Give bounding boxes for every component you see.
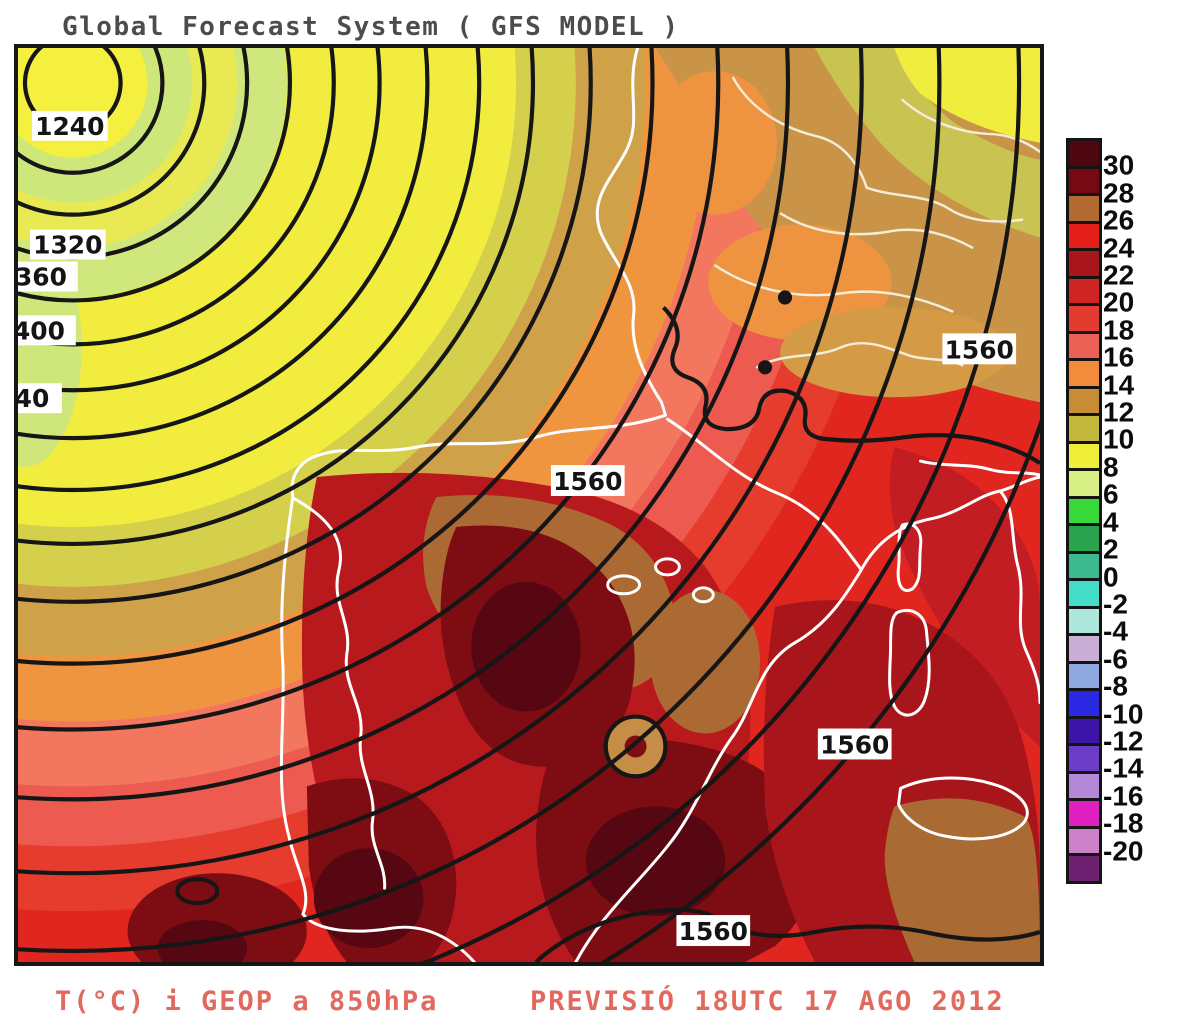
legend-color-swatch — [1069, 278, 1099, 304]
height-label: 1240 — [31, 110, 108, 141]
legend-value-label: -20 — [1103, 835, 1144, 867]
height-label: 40 — [18, 383, 62, 413]
legend-color-swatch — [1069, 168, 1099, 194]
legend-value-label: 30 — [1103, 150, 1135, 182]
legend-color-swatch — [1069, 553, 1099, 579]
legend-value-label: -8 — [1103, 670, 1128, 702]
legend-color-swatch — [1069, 388, 1099, 414]
legend-value-label: -12 — [1103, 725, 1144, 757]
legend-color-swatch — [1069, 856, 1099, 881]
legend-value-label: -18 — [1103, 807, 1144, 839]
legend-value-label: -6 — [1103, 643, 1128, 675]
legend-value-label: -16 — [1103, 780, 1144, 812]
field-caption: T(°C) i GEOP a 850hPa — [55, 986, 439, 1017]
legend-value-label: 2 — [1103, 533, 1119, 565]
height-label: 1560 — [550, 465, 625, 496]
page-title: Global Forecast System ( GFS MODEL ) — [62, 12, 680, 42]
legend-color-swatch — [1069, 526, 1099, 551]
legend-value-label: 6 — [1103, 479, 1119, 511]
svg-text:1240: 1240 — [35, 112, 104, 141]
map-canvas: 1240 1320 360 400 — [18, 48, 1040, 962]
temperature-shading — [18, 48, 1040, 962]
svg-text:1560: 1560 — [820, 730, 889, 759]
legend-value-label: 20 — [1103, 287, 1135, 319]
svg-text:40: 40 — [18, 384, 49, 413]
coastlines — [279, 48, 1040, 962]
forecast-map: 1240 1320 360 400 — [14, 44, 1044, 966]
legend-value-label: -10 — [1103, 698, 1144, 730]
legend-color-swatch — [1069, 663, 1099, 689]
legend-value-label: 24 — [1103, 232, 1135, 264]
legend-value-label: -2 — [1103, 588, 1128, 620]
legend-color-swatch — [1069, 141, 1099, 166]
legend-value-label: 16 — [1103, 341, 1135, 373]
temperature-colorbar-ticks: 30 28 26 24 22 20 18 16 14 12 10 8 6 4 2 0 -2 -4 -6 -8 -10 -1… — [1103, 140, 1193, 880]
legend-value-label: 12 — [1103, 396, 1135, 428]
legend-color-swatch — [1069, 828, 1099, 854]
svg-text:360: 360 — [18, 262, 67, 291]
legend-color-swatch — [1069, 581, 1099, 606]
legend-color-swatch — [1069, 608, 1099, 634]
legend-color-swatch — [1069, 746, 1099, 771]
legend-color-swatch — [1069, 443, 1099, 469]
legend-color-swatch — [1069, 361, 1099, 386]
legend-color-swatch — [1069, 691, 1099, 716]
svg-text:1560: 1560 — [553, 467, 622, 496]
legend-value-label: 0 — [1103, 561, 1119, 593]
height-label: 400 — [18, 315, 76, 345]
legend-color-swatch — [1069, 636, 1099, 661]
legend-value-label: 26 — [1103, 204, 1135, 236]
geopotential-labels: 1240 1320 360 400 — [18, 110, 1017, 946]
legend-color-swatch — [1069, 718, 1099, 744]
legend-value-label: 14 — [1103, 369, 1135, 401]
legend-color-swatch — [1069, 196, 1099, 221]
height-label: 360 — [18, 261, 78, 291]
legend-color-swatch — [1069, 773, 1099, 799]
legend-color-swatch — [1069, 801, 1099, 826]
legend-value-label: 28 — [1103, 177, 1135, 209]
legend-color-swatch — [1069, 306, 1099, 331]
height-label: 1320 — [29, 229, 106, 260]
legend-color-swatch — [1069, 416, 1099, 441]
legend-color-swatch — [1069, 223, 1099, 249]
legend-value-label: 22 — [1103, 259, 1135, 291]
legend-value-label: 18 — [1103, 314, 1135, 346]
height-label: 1560 — [942, 333, 1017, 364]
legend-color-swatch — [1069, 498, 1099, 524]
forecast-caption: PREVISIÓ 18UTC 17 AGO 2012 — [530, 986, 1005, 1017]
legend-value-label: 10 — [1103, 424, 1135, 456]
legend-value-label: 8 — [1103, 451, 1119, 483]
svg-text:1320: 1320 — [33, 231, 102, 260]
legend-value-label: -14 — [1103, 753, 1144, 785]
svg-text:400: 400 — [18, 316, 65, 345]
temperature-colorbar — [1066, 138, 1102, 884]
legend-value-label: -4 — [1103, 616, 1128, 648]
height-label: 1560 — [676, 915, 751, 946]
legend-color-swatch — [1069, 251, 1099, 276]
height-label: 1560 — [817, 728, 892, 759]
geopotential-contours — [18, 48, 1040, 962]
legend-color-swatch — [1069, 333, 1099, 359]
legend-value-label: 4 — [1103, 506, 1119, 538]
legend-color-swatch — [1069, 471, 1099, 496]
svg-text:1560: 1560 — [945, 335, 1014, 364]
country-borders — [714, 76, 1040, 369]
svg-text:1560: 1560 — [679, 917, 748, 946]
